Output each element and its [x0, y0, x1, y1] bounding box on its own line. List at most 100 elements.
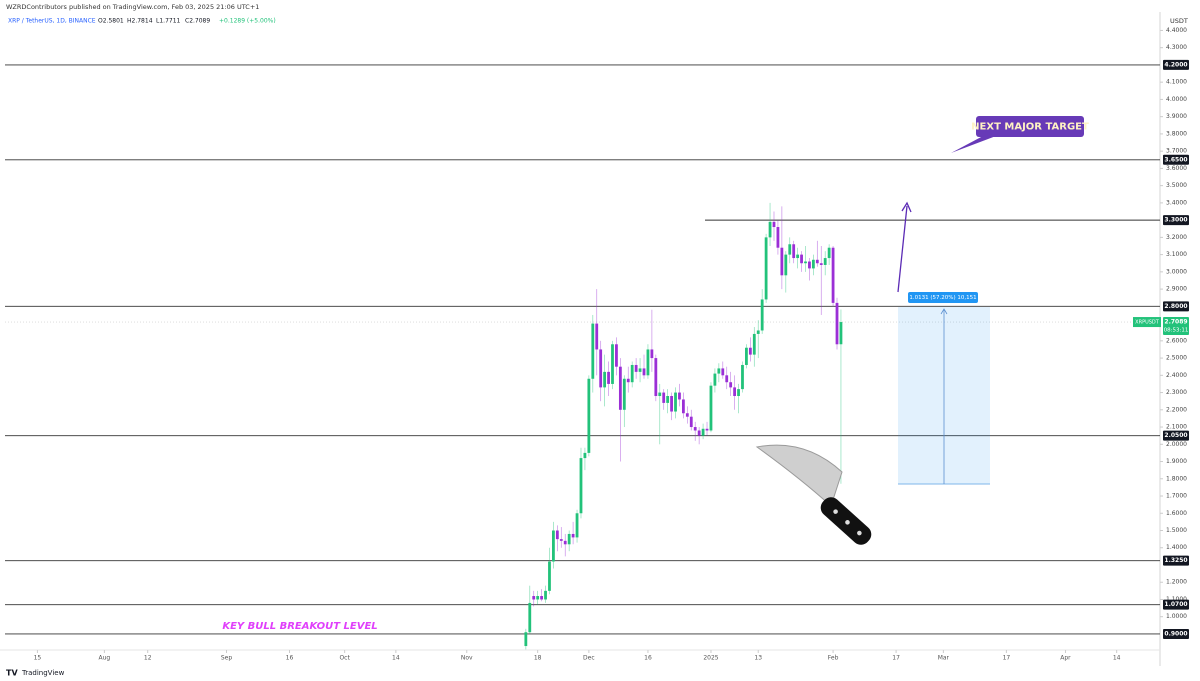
logo-text: TradingView [21, 669, 65, 677]
breakout-label: KEY BULL BREAKOUT LEVEL [222, 621, 377, 632]
candle-body [528, 602, 532, 633]
candle-body [591, 323, 595, 379]
candle-body [630, 364, 634, 383]
candle-body [804, 261, 807, 264]
x-tick-label: Aug [99, 655, 111, 662]
symbol: XRP / TetherUS, 1D, BINANCE [8, 18, 96, 25]
candle-body [618, 366, 622, 410]
candle-body [808, 261, 811, 269]
y-tick-label: 1.5000 [1166, 527, 1187, 534]
level-label-box [1163, 628, 1189, 639]
callout-text: NEXT MAJOR TARGET [971, 122, 1089, 133]
y-tick-label: 1.8000 [1166, 475, 1187, 482]
arrow-head [901, 201, 912, 213]
countdown: 08:53:11 [1164, 328, 1189, 334]
candle-body [567, 533, 571, 545]
knife-blade [755, 444, 843, 507]
candle-body [563, 540, 567, 545]
x-tick-label: 14 [392, 655, 400, 662]
candle-body [552, 530, 555, 562]
measure-label-box [908, 292, 978, 303]
x-tick-label: Apr [1060, 655, 1071, 662]
candle-body [607, 371, 610, 384]
candle-body [646, 349, 650, 376]
candle-body [634, 364, 638, 372]
candle-body [666, 396, 670, 403]
candle-body [815, 259, 819, 264]
candle-body [792, 244, 796, 259]
y-tick-label: 3.8000 [1166, 130, 1187, 137]
x-tick-label: 12 [144, 655, 152, 662]
y-tick-label: 3.4000 [1166, 199, 1187, 206]
y-tick-label: 3.7000 [1166, 148, 1187, 155]
candle-body [674, 392, 677, 412]
candle-body [654, 358, 658, 397]
y-tick-label: 2.5000 [1166, 355, 1187, 362]
candle-body [733, 387, 737, 397]
y-tick-label: 3.0000 [1166, 268, 1187, 275]
candle-body [776, 227, 780, 248]
candle-body [650, 349, 654, 359]
symbol-label: XRPUSDT [1135, 320, 1160, 326]
candle-body [819, 263, 823, 265]
candle-body [756, 330, 760, 334]
candle-body [835, 302, 839, 345]
candle-body [741, 364, 744, 390]
candle-body [658, 392, 662, 397]
candle-body [811, 259, 815, 269]
y-tick-label: 1.7000 [1166, 493, 1187, 500]
level-label: 2.8000 [1164, 303, 1187, 310]
candle-body [587, 378, 591, 453]
candle-body [583, 452, 587, 459]
level-label-box [1163, 555, 1189, 566]
x-tick-label: Sep [221, 655, 233, 662]
x-tick-label: 14 [1113, 655, 1121, 662]
level-label: 1.0700 [1164, 601, 1187, 608]
candle-body [745, 347, 748, 365]
ohlc-value: O2.5801 [98, 18, 124, 25]
candle-body [721, 368, 725, 376]
candle-body [705, 428, 709, 431]
candle-body [536, 596, 540, 600]
level-label-box [1163, 430, 1189, 441]
candle-body [717, 368, 721, 374]
x-tick-label: 16 [286, 655, 294, 662]
y-tick-label: 1.9000 [1166, 458, 1187, 465]
candle-body [611, 344, 614, 384]
candle-body [796, 254, 800, 259]
candle-body [693, 427, 697, 431]
candle-body [626, 378, 630, 383]
logo: TV TradingView [6, 669, 65, 678]
candle-body [595, 323, 599, 350]
level-label-box [1163, 154, 1189, 165]
y-tick-label: 2.6000 [1166, 337, 1187, 344]
callout-box [976, 116, 1084, 137]
publisher: WZRDContributors published on TradingVie… [6, 3, 259, 11]
candle-body [823, 258, 827, 265]
candle-body [713, 373, 717, 386]
y-tick-label: 4.4000 [1166, 27, 1187, 34]
candle-body [642, 368, 646, 376]
candle-body [548, 561, 551, 591]
level-label: 3.6500 [1164, 156, 1187, 163]
ohlc-value: +0.1289 (+5.00%) [219, 18, 276, 25]
candle-body [555, 530, 559, 540]
candle-body [748, 347, 752, 355]
candle-body [831, 247, 835, 303]
candle-body [737, 389, 740, 397]
level-label: 3.3000 [1164, 217, 1187, 224]
level-label-box [1163, 59, 1189, 70]
level-label: 1.3250 [1164, 557, 1187, 564]
candle-body [784, 254, 788, 276]
y-tick-label: 1.6000 [1166, 510, 1187, 517]
candle-body [689, 416, 693, 428]
x-tick-label: 15 [34, 655, 42, 662]
y-tick-label: 1.4000 [1166, 544, 1187, 551]
candle-body [701, 428, 705, 436]
x-tick-label: Feb [828, 655, 839, 662]
y-tick-label: 1.2000 [1166, 579, 1187, 586]
x-tick-label: 16 [644, 655, 652, 662]
candle-body [540, 596, 543, 600]
y-tick-label: 2.2000 [1166, 406, 1187, 413]
candle-body [800, 254, 803, 264]
